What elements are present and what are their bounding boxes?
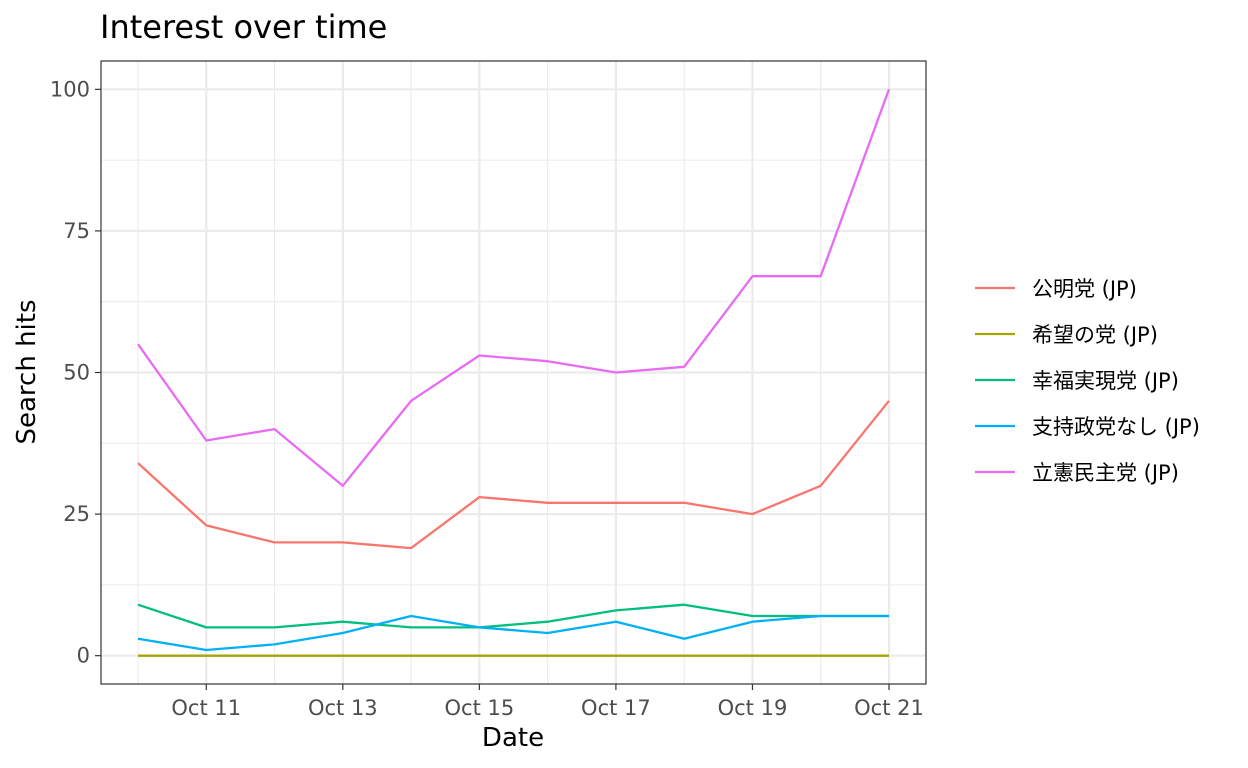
- chart-title: Interest over time: [100, 8, 387, 46]
- x-axis-title: Date: [482, 723, 544, 753]
- legend-label: 公明党 (JP): [1032, 277, 1137, 301]
- legend-label: 希望の党 (JP): [1032, 323, 1158, 347]
- legend-label: 支持政党なし (JP): [1032, 415, 1200, 439]
- x-tick-label: Oct 11: [171, 696, 241, 720]
- x-tick-label: Oct 19: [718, 696, 788, 720]
- legend-label: 立憲民主党 (JP): [1032, 461, 1179, 485]
- series-lines: [137, 88, 891, 657]
- legend-item: 公明党 (JP): [975, 277, 1137, 301]
- x-tick-label: Oct 15: [445, 696, 515, 720]
- y-tick-label: 0: [77, 644, 90, 668]
- legend-item: 幸福実現党 (JP): [975, 369, 1179, 393]
- plot-panel: [100, 60, 927, 685]
- legend-item: 支持政党なし (JP): [975, 415, 1200, 439]
- legend-item: 立憲民主党 (JP): [975, 461, 1179, 485]
- y-tick-label: 100: [50, 77, 90, 101]
- series-line-1: [137, 400, 890, 550]
- legend-label: 幸福実現党 (JP): [1032, 369, 1179, 393]
- y-tick-label: 50: [63, 361, 90, 385]
- x-tick-label: Oct 17: [581, 696, 651, 720]
- x-axis: Oct 11 Oct 13 Oct 15 Oct 17 Oct 19 Oct 21: [171, 684, 924, 720]
- series-line-4: [137, 614, 889, 652]
- legend: 公明党 (JP) 希望の党 (JP) 幸福実現党 (JP) 支持政党なし (JP) 立憲…: [975, 277, 1200, 485]
- legend-item: 希望の党 (JP): [975, 323, 1158, 347]
- y-tick-label: 25: [63, 502, 90, 526]
- series-line-3: [137, 603, 889, 629]
- y-axis: 0 25 50 75 100: [50, 77, 101, 668]
- series-line-5: [137, 88, 891, 487]
- y-axis-title: Search hits: [12, 299, 42, 444]
- x-tick-label: Oct 13: [308, 696, 378, 720]
- y-tick-label: 75: [63, 219, 90, 243]
- x-tick-label: Oct 21: [854, 696, 924, 720]
